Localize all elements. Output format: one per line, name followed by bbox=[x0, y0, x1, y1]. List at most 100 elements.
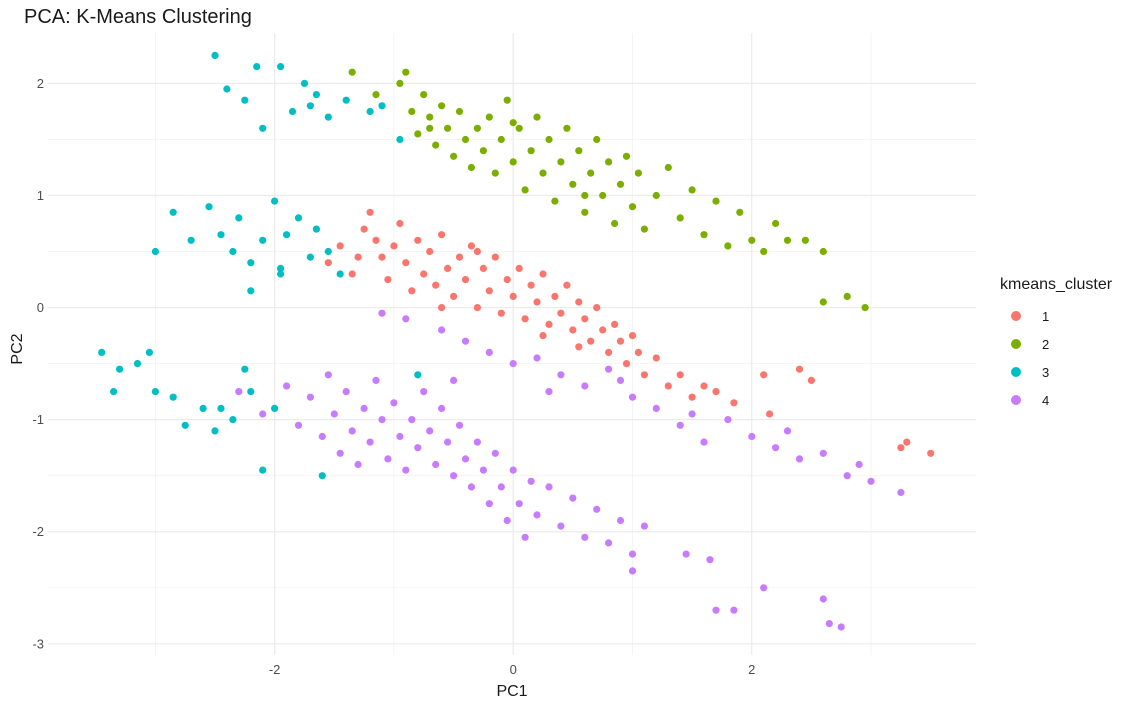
data-point-cluster-3 bbox=[294, 214, 303, 222]
data-point-cluster-3 bbox=[306, 253, 314, 261]
data-point-cluster-2 bbox=[819, 298, 827, 306]
data-point-cluster-1 bbox=[479, 264, 487, 272]
data-point-cluster-4 bbox=[330, 410, 338, 418]
data-point-cluster-1 bbox=[611, 320, 619, 328]
data-point-cluster-4 bbox=[318, 432, 326, 441]
data-point-cluster-2 bbox=[628, 203, 637, 211]
data-point-cluster-4 bbox=[497, 483, 505, 491]
data-point-cluster-3 bbox=[277, 264, 285, 272]
data-point-cluster-4 bbox=[354, 460, 362, 469]
data-point-cluster-2 bbox=[408, 107, 416, 116]
data-point-cluster-3 bbox=[324, 113, 332, 121]
data-point-cluster-1 bbox=[509, 292, 517, 300]
data-point-cluster-3 bbox=[259, 124, 267, 132]
data-point-cluster-3 bbox=[247, 287, 255, 295]
y-axis-label: PC2 bbox=[9, 333, 26, 364]
data-point-cluster-1 bbox=[420, 270, 428, 278]
data-point-cluster-1 bbox=[640, 371, 649, 379]
data-point-cluster-3 bbox=[318, 472, 326, 480]
data-point-cluster-4 bbox=[485, 500, 493, 508]
data-point-cluster-2 bbox=[527, 147, 535, 155]
data-point-cluster-4 bbox=[408, 416, 416, 424]
data-point-cluster-4 bbox=[897, 488, 905, 497]
data-point-cluster-4 bbox=[479, 466, 487, 474]
data-point-cluster-3 bbox=[110, 388, 118, 396]
data-point-cluster-4 bbox=[527, 477, 535, 485]
data-point-cluster-3 bbox=[414, 371, 422, 379]
data-point-cluster-4 bbox=[581, 533, 589, 541]
data-point-cluster-4 bbox=[438, 404, 446, 412]
data-point-cluster-1 bbox=[467, 242, 475, 250]
data-point-cluster-4 bbox=[473, 438, 481, 446]
data-point-cluster-4 bbox=[515, 500, 523, 508]
data-point-cluster-4 bbox=[772, 444, 780, 452]
data-point-cluster-1 bbox=[354, 253, 362, 261]
data-point-cluster-3 bbox=[169, 208, 177, 216]
data-point-cluster-3 bbox=[288, 107, 297, 116]
legend-key-1 bbox=[1011, 311, 1021, 321]
data-point-cluster-3 bbox=[283, 231, 291, 239]
data-point-cluster-1 bbox=[587, 337, 595, 345]
data-point-cluster-2 bbox=[605, 158, 613, 166]
data-point-cluster-4 bbox=[628, 567, 637, 575]
data-point-cluster-2 bbox=[688, 186, 696, 194]
data-point-cluster-1 bbox=[348, 270, 356, 278]
data-point-cluster-3 bbox=[217, 231, 225, 239]
data-point-cluster-2 bbox=[712, 197, 720, 205]
data-point-cluster-2 bbox=[557, 158, 565, 166]
data-point-cluster-4 bbox=[652, 404, 660, 412]
data-point-cluster-1 bbox=[664, 382, 672, 390]
data-point-cluster-1 bbox=[533, 298, 541, 306]
data-point-cluster-4 bbox=[384, 455, 392, 463]
data-points bbox=[98, 51, 935, 631]
data-point-cluster-3 bbox=[211, 51, 219, 60]
data-point-cluster-4 bbox=[825, 620, 833, 628]
data-point-cluster-2 bbox=[432, 141, 440, 149]
legend-title: kmeans_cluster bbox=[1000, 276, 1113, 293]
data-point-cluster-3 bbox=[247, 388, 255, 396]
data-point-cluster-4 bbox=[402, 315, 410, 323]
data-point-cluster-4 bbox=[533, 354, 541, 362]
data-point-cluster-1 bbox=[563, 281, 571, 289]
data-point-cluster-2 bbox=[372, 91, 380, 99]
data-point-cluster-1 bbox=[384, 276, 392, 284]
data-point-cluster-1 bbox=[616, 337, 625, 345]
data-point-cluster-4 bbox=[461, 455, 470, 463]
tick-labels: -2 0 2 -3 -2 -1 0 1 2 bbox=[32, 76, 755, 677]
data-point-cluster-4 bbox=[843, 472, 851, 480]
data-point-cluster-4 bbox=[467, 483, 475, 491]
data-point-cluster-2 bbox=[402, 68, 410, 76]
data-point-cluster-2 bbox=[575, 147, 583, 155]
data-point-cluster-3 bbox=[336, 270, 344, 278]
data-point-cluster-3 bbox=[271, 197, 279, 205]
data-point-cluster-3 bbox=[300, 79, 309, 87]
data-point-cluster-2 bbox=[348, 68, 356, 76]
data-point-cluster-2 bbox=[521, 186, 529, 194]
data-point-cluster-4 bbox=[730, 606, 738, 614]
data-point-cluster-4 bbox=[294, 421, 303, 429]
data-point-cluster-2 bbox=[760, 247, 768, 256]
data-point-cluster-4 bbox=[503, 516, 511, 525]
data-point-cluster-3 bbox=[306, 102, 314, 110]
data-point-cluster-3 bbox=[253, 63, 261, 71]
data-point-cluster-1 bbox=[491, 253, 499, 261]
data-point-cluster-1 bbox=[700, 382, 708, 390]
data-point-cluster-1 bbox=[372, 236, 380, 244]
data-point-cluster-1 bbox=[676, 371, 684, 379]
data-point-cluster-1 bbox=[545, 320, 553, 328]
data-point-cluster-2 bbox=[533, 113, 541, 121]
data-point-cluster-4 bbox=[432, 460, 440, 469]
data-point-cluster-4 bbox=[378, 416, 386, 424]
data-point-cluster-4 bbox=[259, 410, 267, 418]
data-point-cluster-4 bbox=[605, 539, 613, 547]
data-point-cluster-2 bbox=[640, 225, 649, 233]
data-point-cluster-2 bbox=[634, 169, 643, 177]
data-point-cluster-2 bbox=[551, 197, 559, 205]
data-point-cluster-3 bbox=[259, 466, 267, 474]
data-point-cluster-4 bbox=[545, 388, 553, 396]
data-point-cluster-4 bbox=[485, 348, 493, 356]
data-point-cluster-2 bbox=[748, 236, 756, 244]
data-point-cluster-4 bbox=[420, 388, 428, 396]
data-point-cluster-2 bbox=[622, 152, 631, 160]
data-point-cluster-2 bbox=[783, 236, 792, 244]
